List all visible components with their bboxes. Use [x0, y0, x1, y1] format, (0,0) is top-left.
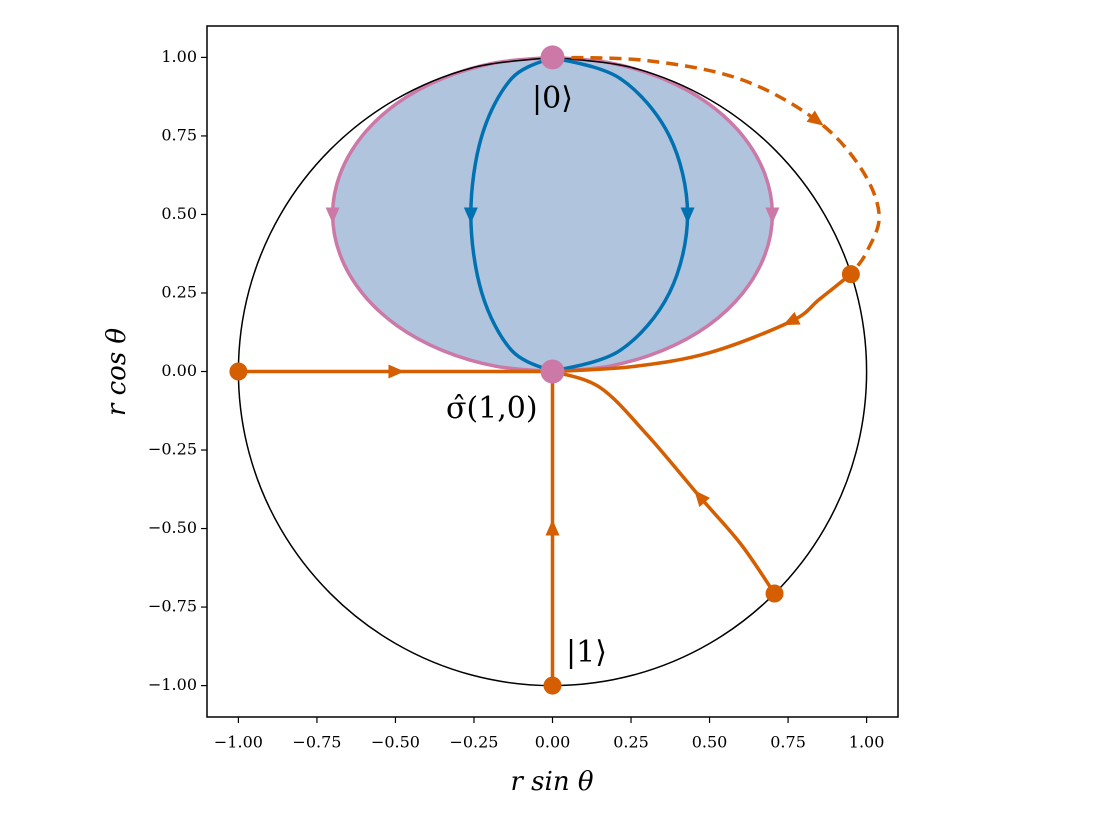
point — [540, 45, 565, 70]
line — [551, 369, 777, 595]
arrow — [783, 311, 801, 326]
x-tick-label: 0.25 — [613, 733, 649, 752]
x-tick-label: 0.00 — [535, 733, 571, 752]
annotation: σ̂(1,0) — [446, 391, 538, 426]
x-tick-label: −0.50 — [371, 733, 420, 752]
x-tick-label: 1.00 — [849, 733, 885, 752]
x-tick-label: −1.00 — [214, 733, 263, 752]
point — [841, 265, 860, 284]
x-tick-label: −0.25 — [449, 733, 498, 752]
arrow — [694, 490, 710, 508]
arrow — [325, 207, 340, 224]
y-tick-label: 0.00 — [161, 361, 197, 380]
y-tick-label: 0.25 — [161, 282, 197, 301]
x-tick-label: 0.50 — [692, 733, 728, 752]
line — [552, 272, 852, 374]
line — [552, 55, 881, 276]
y-tick-label: 0.75 — [161, 125, 197, 144]
y-tick-label: −0.25 — [148, 440, 197, 459]
y-tick-label: 1.00 — [161, 47, 197, 66]
arrow — [388, 364, 405, 379]
y-axis-label: r cos θ — [102, 328, 132, 417]
y-tick-label: −1.00 — [148, 675, 197, 694]
y-tick-label: 0.50 — [161, 204, 197, 223]
point — [540, 359, 565, 384]
plot-area — [229, 45, 881, 695]
arrow — [545, 519, 560, 536]
arrow — [765, 207, 780, 224]
x-tick-label: −0.75 — [292, 733, 341, 752]
point — [765, 584, 784, 603]
x-tick-label: 0.75 — [770, 733, 806, 752]
arrow — [463, 207, 478, 224]
area — [552, 57, 773, 372]
y-tick-label: −0.75 — [148, 597, 197, 616]
x-axis-label: r sin θ — [510, 767, 593, 797]
y-tick-label: −0.50 — [148, 518, 197, 537]
annotation: |0⟩ — [532, 81, 573, 116]
arrow — [806, 110, 824, 126]
annotation: |1⟩ — [566, 635, 607, 670]
arrow — [680, 207, 695, 224]
point — [543, 676, 562, 695]
area — [332, 57, 553, 372]
point — [229, 362, 248, 381]
